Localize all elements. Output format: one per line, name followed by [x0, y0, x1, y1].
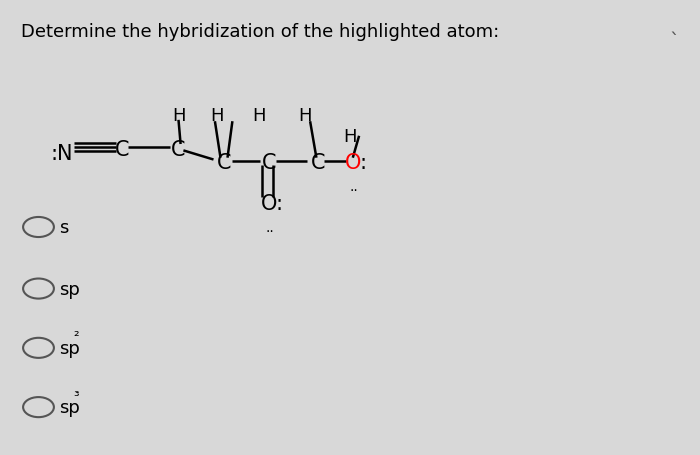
Text: C: C: [312, 153, 326, 173]
Text: O: O: [261, 194, 278, 214]
Text: sp: sp: [60, 280, 80, 298]
Text: :N: :N: [50, 144, 73, 164]
Text: Determine the hybridization of the highlighted atom:: Determine the hybridization of the highl…: [21, 23, 499, 40]
Text: ³: ³: [74, 389, 79, 403]
Text: C: C: [116, 139, 130, 159]
Text: H: H: [343, 127, 357, 146]
Text: C: C: [217, 153, 231, 173]
Text: O: O: [345, 153, 362, 173]
Text: sp: sp: [60, 339, 80, 357]
Text: :: :: [359, 153, 366, 173]
Text: H: H: [252, 107, 266, 125]
Text: :: :: [275, 194, 282, 214]
Text: ..: ..: [265, 221, 274, 234]
Text: C: C: [262, 153, 276, 173]
Text: H: H: [172, 107, 186, 125]
Text: ..: ..: [349, 180, 358, 193]
Text: H: H: [210, 107, 224, 125]
Text: C: C: [172, 139, 186, 159]
Text: H: H: [298, 107, 312, 125]
Text: sp: sp: [60, 398, 80, 416]
Text: s: s: [60, 218, 69, 237]
Text: `: `: [669, 32, 679, 51]
Text: ²: ²: [74, 330, 79, 344]
